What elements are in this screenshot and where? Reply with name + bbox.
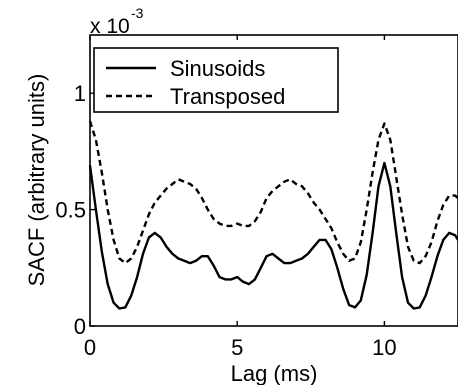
legend-box <box>93 47 339 113</box>
x-tick-label: 0 <box>84 335 96 360</box>
ticks-layer: 0 5 10 0 0.5 1 <box>55 35 397 360</box>
series-line-transposed <box>88 120 458 265</box>
plot-frame <box>89 34 458 327</box>
legend-label-transposed: Transposed <box>170 84 285 109</box>
y-tick-label: 0.5 <box>55 198 86 223</box>
legend: Sinusoids Transposed <box>93 47 339 113</box>
x-tick-label: 10 <box>372 335 396 360</box>
x-tick-label: 5 <box>231 335 243 360</box>
scale-factor-label: x 10 -3 <box>90 5 144 38</box>
plot-area: 0 5 10 0 0.5 1 <box>55 34 458 360</box>
series-line-sinusoids <box>88 161 458 310</box>
y-axis-label: SACF (arbitrary units) <box>24 74 49 287</box>
y-tick-label: 1 <box>74 81 86 106</box>
y-tick-label: 0 <box>74 314 86 339</box>
x-axis-label: Lag (ms) <box>231 361 318 385</box>
series-layer <box>88 120 458 310</box>
scale-base: x 10 <box>90 15 130 38</box>
legend-label-sinusoids: Sinusoids <box>170 56 265 81</box>
scale-exponent: -3 <box>131 5 144 21</box>
